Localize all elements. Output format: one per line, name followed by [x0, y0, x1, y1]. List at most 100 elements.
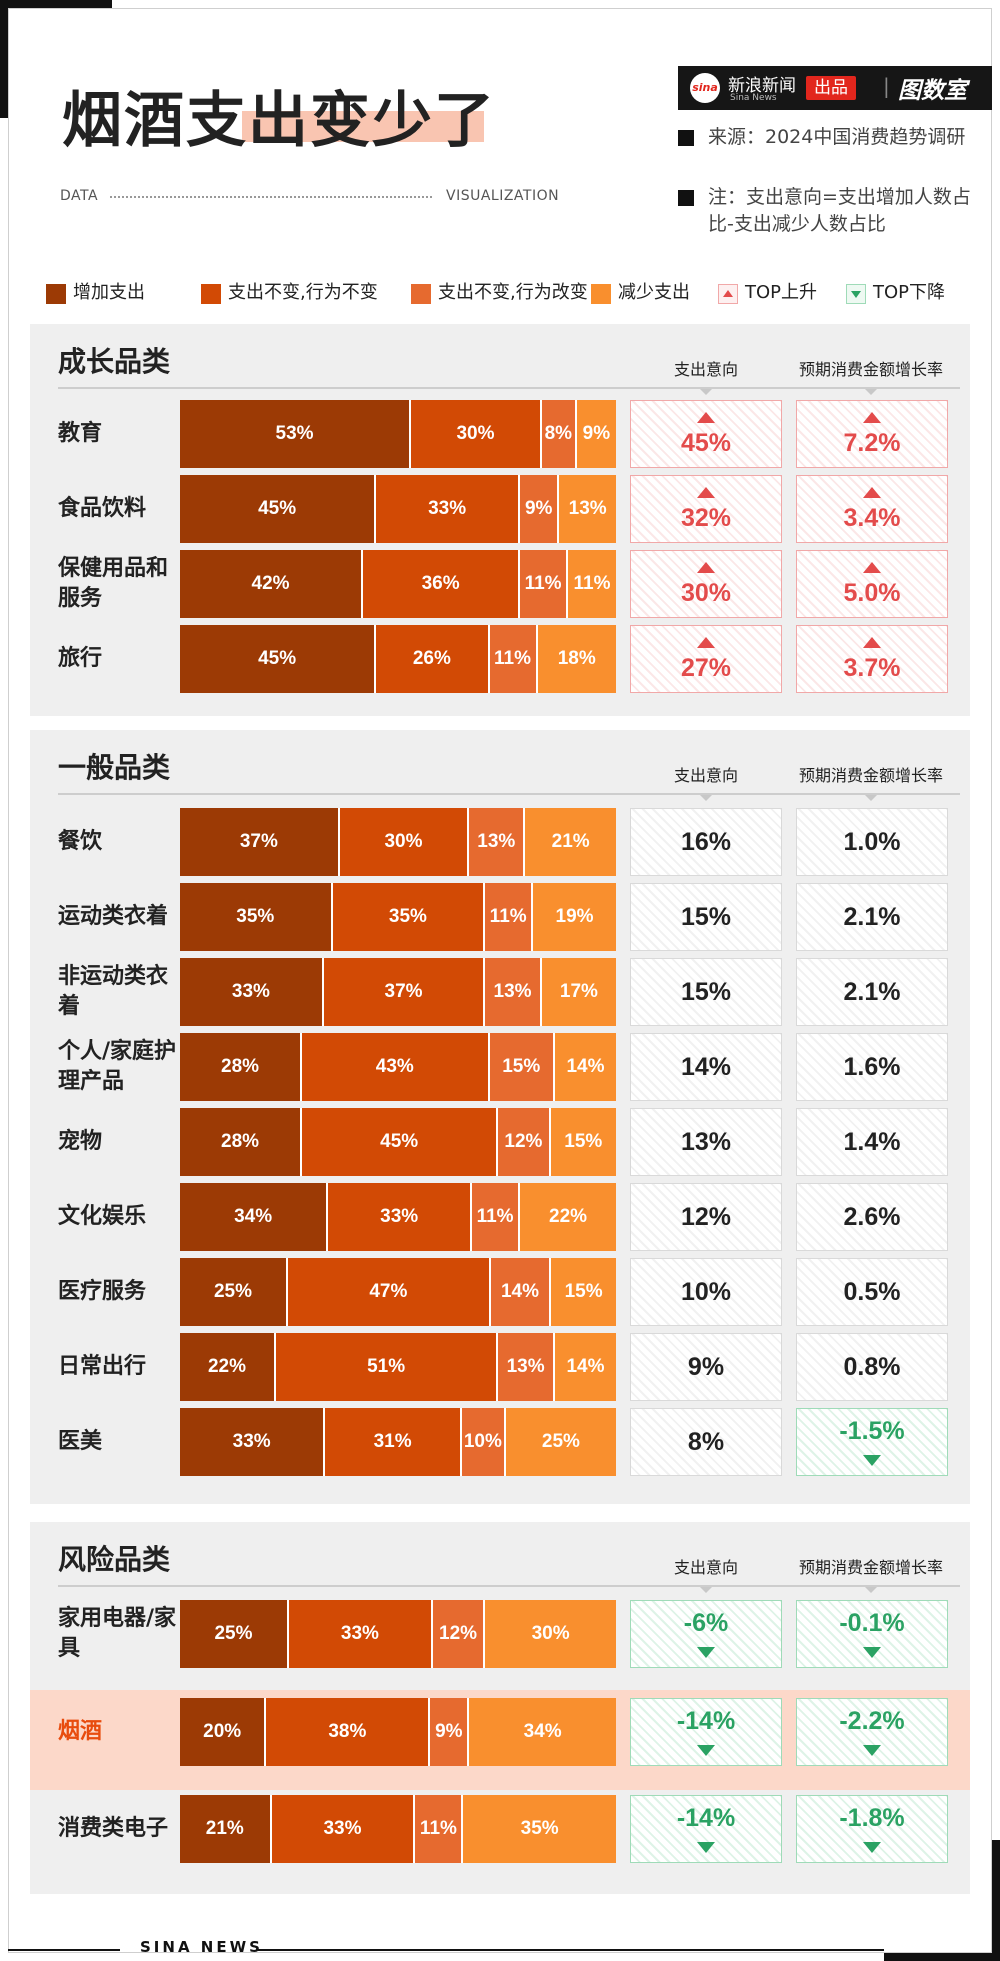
section-divider — [58, 1585, 960, 1587]
bar-segment: 18% — [537, 625, 616, 693]
triangle-down-icon — [697, 1744, 715, 1756]
intent-value-box: 15% — [630, 958, 782, 1026]
intent-value-box: 27% — [630, 625, 782, 693]
stacked-bar: 42% 36% 11% 11% — [180, 550, 616, 618]
intent-value-box: 16% — [630, 808, 782, 876]
stacked-bar: 28% 43% 15% 14% — [180, 1033, 616, 1101]
growth-value-box: 1.6% — [796, 1033, 948, 1101]
column-header-growth: 预期消费金额增长率 — [798, 360, 943, 379]
growth-value-box: 3.7% — [796, 625, 948, 693]
growth-value-box: 0.8% — [796, 1333, 948, 1401]
stacked-bar: 37% 30% 13% 21% — [180, 808, 616, 876]
dotted-divider — [110, 196, 432, 198]
stacked-bar: 33% 31% 10% 25% — [180, 1408, 616, 1476]
bar-segment: 17% — [541, 958, 616, 1026]
bar-segment: 37% — [323, 958, 486, 1026]
intent-value-box: -14% — [630, 1697, 782, 1766]
bar-segment: 21% — [180, 1795, 272, 1863]
column-pointer-icon — [700, 795, 712, 801]
legend-swatch — [201, 284, 221, 304]
legend-label: 支出不变,行为改变 — [438, 282, 588, 303]
growth-value-box: 0.5% — [796, 1258, 948, 1326]
intent-value: 30% — [680, 579, 732, 607]
bar-segment: 21% — [525, 808, 616, 876]
bar-segment: 11% — [489, 625, 538, 693]
data-label: DATA — [60, 188, 99, 204]
growth-value: 0.8% — [843, 1353, 901, 1381]
intent-value: 15% — [680, 903, 732, 931]
section-title: 成长品类 — [58, 345, 171, 378]
bar-segment: 33% — [289, 1600, 433, 1668]
bar-segment: 30% — [339, 808, 470, 876]
bar-segment: 35% — [180, 883, 333, 951]
stacked-bar: 28% 45% 12% 15% — [180, 1108, 616, 1176]
intent-value-box: 13% — [630, 1108, 782, 1176]
bar-segment: 53% — [180, 400, 412, 468]
growth-value: 3.7% — [843, 654, 901, 682]
triangle-up-icon — [863, 487, 881, 498]
triangle-up-icon — [697, 562, 715, 573]
bar-segment: 9% — [576, 400, 616, 468]
corner-mark — [0, 0, 112, 8]
bar-segment: 34% — [469, 1697, 616, 1766]
stacked-bar: 45% 33% 9% 13% — [180, 475, 616, 543]
studio-logo: 图数室 — [898, 78, 967, 104]
growth-value: 3.4% — [843, 504, 901, 532]
growth-value: 5.0% — [843, 579, 901, 607]
triangle-down-icon — [863, 1842, 881, 1853]
row-label: 宠物 — [58, 1129, 103, 1154]
growth-value: -2.2% — [839, 1706, 905, 1735]
bar-segment: 9% — [430, 1697, 470, 1766]
brand-name-en: Sina News — [730, 93, 777, 103]
intent-value-box: 9% — [630, 1333, 782, 1401]
legend-swatch — [591, 284, 611, 304]
legend-swatch — [411, 284, 431, 304]
growth-value: 7.2% — [843, 429, 901, 457]
bar-segment: 11% — [568, 550, 616, 618]
row-label: 餐饮 — [58, 829, 103, 854]
triangle-up-icon — [863, 562, 881, 573]
growth-value-box: -0.1% — [796, 1600, 948, 1668]
stacked-bar: 53% 30% 8% 9% — [180, 400, 616, 468]
triangle-up-icon — [718, 284, 738, 304]
bar-segment: 20% — [180, 1697, 267, 1766]
triangle-down-icon — [863, 1744, 881, 1756]
intent-value-box: 15% — [630, 883, 782, 951]
bar-segment: 14% — [490, 1258, 552, 1326]
triangle-down-icon — [863, 1455, 881, 1466]
bar-segment: 9% — [520, 475, 560, 543]
bullet-square-icon — [678, 190, 694, 206]
row-label: 运动类衣着 — [58, 904, 169, 929]
bar-segment: 33% — [271, 1795, 416, 1863]
stacked-bar: 34% 33% 11% 22% — [180, 1183, 616, 1251]
bar-segment: 14% — [554, 1033, 616, 1101]
growth-value: -1.8% — [839, 1804, 905, 1832]
growth-value-box: 2.1% — [796, 883, 948, 951]
bar-segment: 22% — [520, 1183, 616, 1251]
row-label: 食品饮料 — [58, 496, 147, 521]
page-title: 烟酒支出变少了 — [62, 86, 496, 156]
row-label: 日常出行 — [58, 1354, 147, 1379]
intent-value: 45% — [680, 429, 732, 457]
row-label: 个人/家庭护理产品 — [58, 1039, 177, 1094]
column-pointer-icon — [865, 1587, 877, 1593]
bar-segment: 13% — [498, 1333, 555, 1401]
intent-value: 15% — [680, 978, 732, 1006]
growth-value-box: -1.5% — [796, 1408, 948, 1476]
bar-segment: 15% — [550, 1108, 616, 1176]
intent-value-box: 14% — [630, 1033, 782, 1101]
intent-value: -14% — [676, 1804, 736, 1832]
bar-segment: 37% — [180, 808, 340, 876]
growth-value-box: -1.8% — [796, 1795, 948, 1863]
triangle-up-icon — [863, 412, 881, 423]
column-pointer-icon — [700, 1587, 712, 1593]
stacked-bar: 25% 33% 12% 30% — [180, 1600, 616, 1668]
intent-value: 32% — [680, 504, 732, 532]
legend-label: 增加支出 — [73, 282, 145, 303]
intent-value: 9% — [687, 1353, 725, 1381]
intent-value: -6% — [683, 1609, 729, 1637]
bar-segment: 12% — [432, 1600, 486, 1668]
page-frame — [8, 8, 992, 1953]
bar-segment: 38% — [266, 1697, 431, 1766]
row-label: 医美 — [58, 1429, 103, 1454]
